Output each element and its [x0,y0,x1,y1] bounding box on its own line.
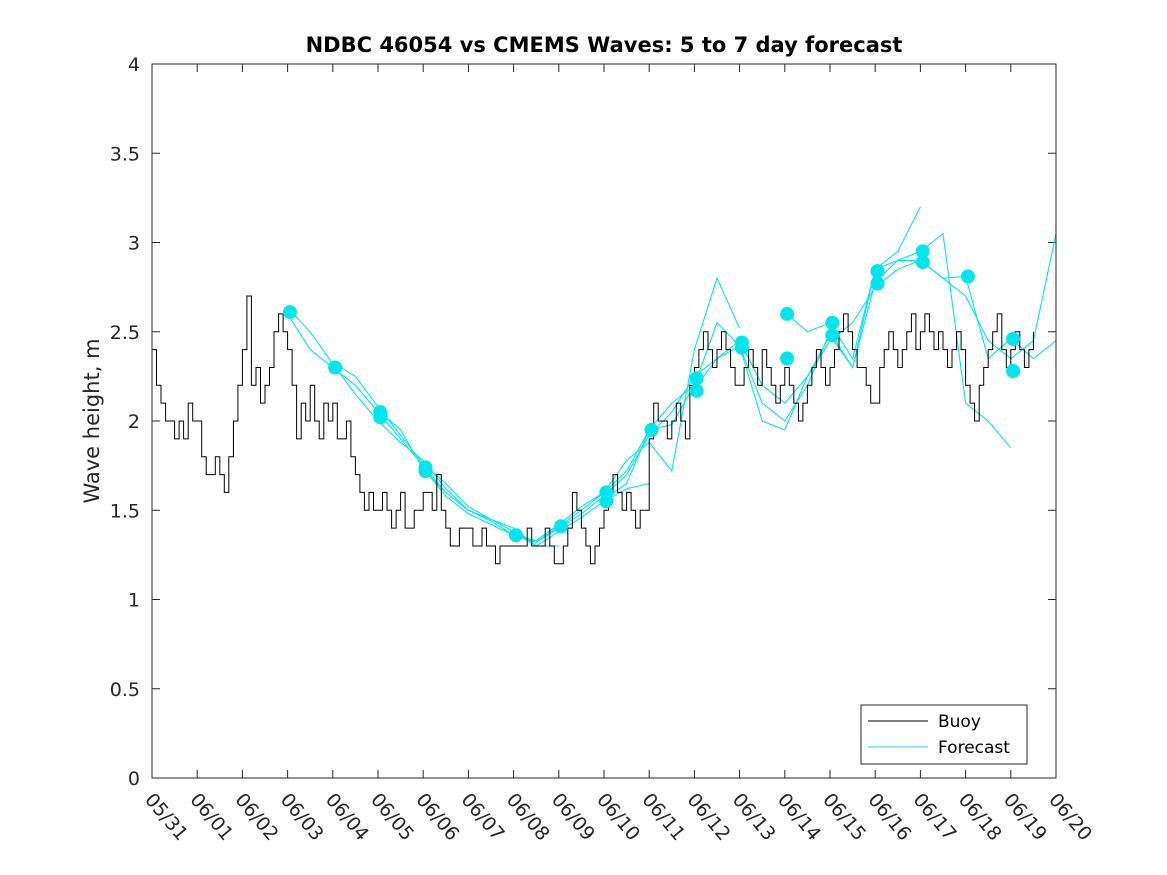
x-tick-label: 06/08 [502,789,554,845]
x-tick-label: 06/01 [185,789,237,845]
legend-forecast-label: Forecast [938,738,1010,758]
x-tick-label: 06/11 [637,789,689,845]
x-tick-label: 06/09 [547,789,599,845]
y-tick-label: 2 [128,411,140,433]
x-tick-label: 06/18 [954,789,1006,845]
forecast-marker [780,306,795,321]
y-axis-label: Wave height, m [80,338,104,503]
forecast-marker [644,422,659,437]
forecast-run-line [605,206,921,499]
forecast-run-line [696,232,1012,449]
forecast-marker [870,264,885,279]
x-tick-label: 06/16 [863,789,915,845]
plot-frame [151,63,1057,779]
forecast-marker [689,383,704,398]
x-tick-label: 06/12 [683,789,735,845]
x-tick-label: 06/02 [231,789,283,845]
legend-box [860,704,1028,765]
legend-buoy-label: Buoy [938,712,981,732]
forecast-marker [825,315,840,330]
y-tick-label: 0.5 [110,679,140,701]
y-tick-label: 3.5 [110,143,140,165]
x-tick-label: 06/13 [728,789,780,845]
forecast-marker [1006,364,1021,378]
x-tick-label: 06/20 [1044,789,1096,845]
x-tick-label: 06/10 [592,789,644,845]
chart-title: NDBC 46054 vs CMEMS Waves: 5 to 7 day fo… [306,33,903,57]
forecast-marker [734,335,749,350]
x-tick-label: 06/19 [999,789,1051,845]
y-axis: 0 0.5 1 1.5 2 2.5 3 3.5 4 [110,54,1056,790]
x-tick-label: 05/31 [140,789,192,845]
y-tick-label: 1 [128,590,140,612]
x-tick-label: 06/15 [818,789,870,845]
forecast-marker [508,528,523,543]
forecast-marker [599,485,614,500]
y-tick-label: 3 [128,233,140,255]
y-tick-label: 4 [128,54,140,76]
forecast-marker [689,371,704,386]
x-tick-label: 06/07 [457,789,509,845]
x-tick-label: 06/05 [366,789,418,845]
forecast-marker [870,276,885,291]
x-tick-label: 06/03 [276,789,328,845]
plot-area [152,64,1056,778]
forecast-marker [554,519,569,534]
legend: Buoy Forecast [860,704,1028,765]
forecast-marker [780,351,795,366]
y-tick-label: 1.5 [110,500,140,522]
forecast-marker [825,328,840,343]
forecast-marker [418,460,433,475]
y-tick-label: 2.5 [110,322,140,344]
forecast-run-line [425,276,741,542]
forecast-marker [328,360,343,375]
y-tick-label: 0 [128,768,140,790]
forecast-marker [373,405,388,420]
x-tick-label: 06/04 [321,789,373,845]
x-tick-label: 06/06 [411,789,463,845]
forecast-marker [282,305,297,320]
forecast-marker [960,269,975,284]
forecast-marker [915,244,930,259]
x-tick-label: 06/17 [909,789,961,845]
forecast-marker [1006,331,1021,346]
series-layer [152,206,1057,565]
x-tick-label: 06/14 [773,789,825,845]
